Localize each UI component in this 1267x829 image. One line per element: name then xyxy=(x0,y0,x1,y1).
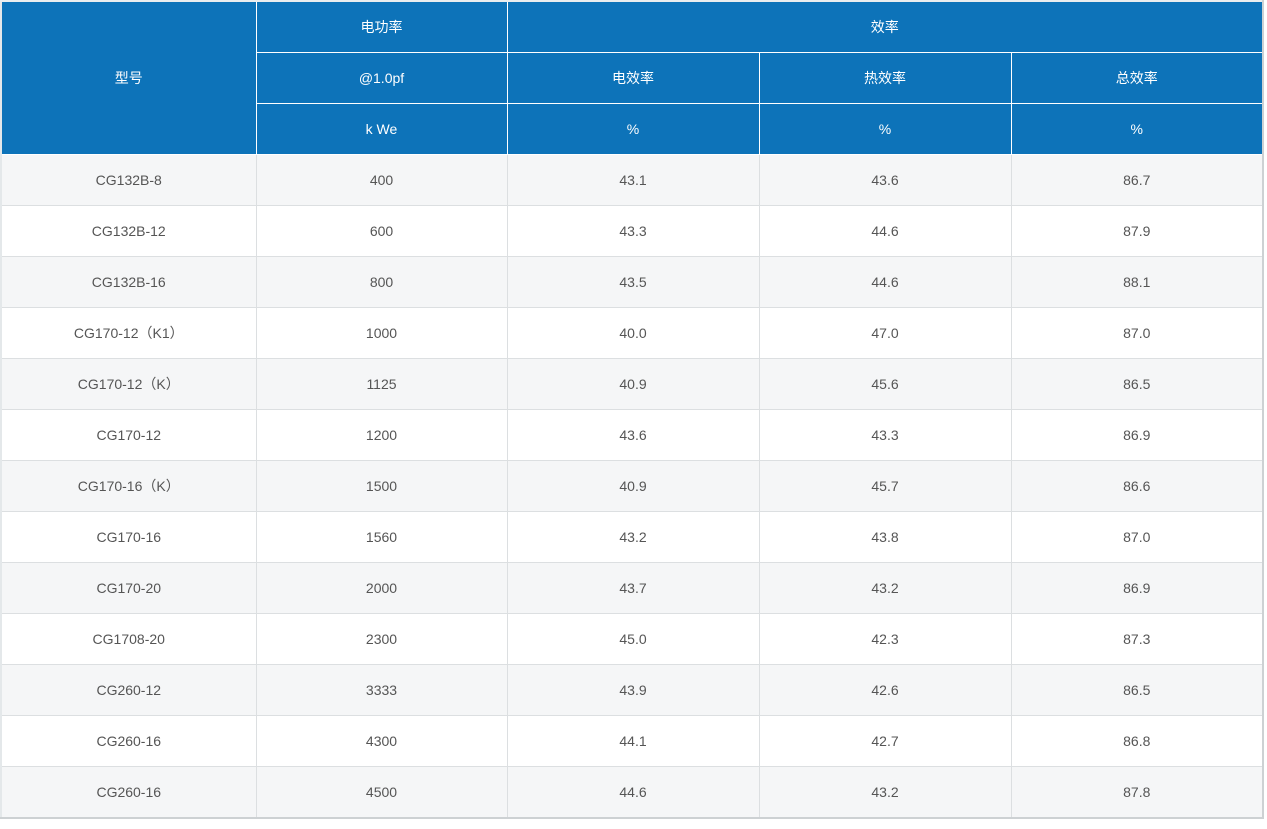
header-thermal-efficiency-unit: % xyxy=(758,103,1012,155)
header-row-3: k We % % % xyxy=(1,103,1264,155)
value-cell: 1560 xyxy=(255,511,508,563)
value-cell: 43.6 xyxy=(506,409,760,461)
value-cell: 44.6 xyxy=(758,256,1012,308)
value-cell: 4500 xyxy=(255,766,508,819)
value-cell: 600 xyxy=(255,205,508,257)
header-row-1: 型号 电功率 效率 xyxy=(0,0,1264,155)
value-cell: 44.6 xyxy=(758,205,1012,257)
table-row: CG132B-12 600 43.3 44.6 87.9 xyxy=(0,205,1264,257)
value-cell: 45.6 xyxy=(758,358,1012,410)
model-cell: CG260-16 xyxy=(0,715,257,767)
value-cell: 43.3 xyxy=(758,409,1012,461)
value-cell: 87.3 xyxy=(1010,613,1264,665)
value-cell: 86.9 xyxy=(1010,409,1264,461)
model-cell: CG132B-12 xyxy=(0,205,257,257)
header-power-condition: @1.0pf xyxy=(255,52,508,104)
value-cell: 87.0 xyxy=(1010,511,1264,563)
model-cell: CG170-16 xyxy=(0,511,257,563)
value-cell: 86.5 xyxy=(1010,664,1264,716)
table-row: CG170-12 1200 43.6 43.3 86.9 xyxy=(0,409,1264,461)
value-cell: 800 xyxy=(255,256,508,308)
value-cell: 43.2 xyxy=(758,766,1012,819)
value-cell: 86.7 xyxy=(1010,154,1264,206)
model-cell: CG170-12（K） xyxy=(0,358,257,410)
value-cell: 1000 xyxy=(255,307,508,359)
model-cell: CG170-20 xyxy=(0,562,257,614)
table-body: CG132B-8 400 43.1 43.6 86.7 CG132B-12 600 43.3 4… xyxy=(0,154,1264,819)
value-cell: 47.0 xyxy=(758,307,1012,359)
model-cell: CG132B-16 xyxy=(0,256,257,308)
value-cell: 43.9 xyxy=(506,664,760,716)
value-cell: 4300 xyxy=(255,715,508,767)
value-cell: 43.2 xyxy=(758,562,1012,614)
value-cell: 43.6 xyxy=(758,154,1012,206)
value-cell: 42.3 xyxy=(758,613,1012,665)
value-cell: 43.3 xyxy=(506,205,760,257)
value-cell: 42.7 xyxy=(758,715,1012,767)
table-row: CG170-20 2000 43.7 43.2 86.9 xyxy=(0,562,1264,614)
model-cell: CG132B-8 xyxy=(0,154,257,206)
value-cell: 43.5 xyxy=(506,256,760,308)
value-cell: 45.0 xyxy=(506,613,760,665)
header-electric-power: 电功率 xyxy=(255,0,508,53)
value-cell: 1125 xyxy=(255,358,508,410)
value-cell: 1500 xyxy=(255,460,508,512)
value-cell: 3333 xyxy=(255,664,508,716)
value-cell: 43.8 xyxy=(758,511,1012,563)
table-row: CG260-12 3333 43.9 42.6 86.5 xyxy=(0,664,1264,716)
value-cell: 44.6 xyxy=(506,766,760,819)
value-cell: 45.7 xyxy=(758,460,1012,512)
model-cell: CG260-12 xyxy=(0,664,257,716)
header-power-unit: k We xyxy=(255,103,508,155)
header-total-efficiency: 总效率 xyxy=(1010,52,1264,104)
model-cell: CG1708-20 xyxy=(0,613,257,665)
table-row: CG1708-20 2300 45.0 42.3 87.3 xyxy=(0,613,1264,665)
table-row: CG170-16（K） 1500 40.9 45.7 86.6 xyxy=(0,460,1264,512)
table-row: CG170-12（K1） 1000 40.0 47.0 87.0 xyxy=(0,307,1264,359)
model-cell: CG170-16（K） xyxy=(0,460,257,512)
model-cell: CG170-12（K1） xyxy=(0,307,257,359)
value-cell: 1200 xyxy=(255,409,508,461)
value-cell: 88.1 xyxy=(1010,256,1264,308)
header-row-2: @1.0pf 电效率 热效率 总效率 xyxy=(1,52,1264,104)
table-row: CG260-16 4500 44.6 43.2 87.8 xyxy=(0,766,1264,819)
header-thermal-efficiency: 热效率 xyxy=(758,52,1012,104)
value-cell: 43.1 xyxy=(506,154,760,206)
header-model: 型号 xyxy=(0,0,257,155)
model-cell: CG170-12 xyxy=(0,409,257,461)
value-cell: 2300 xyxy=(255,613,508,665)
value-cell: 43.2 xyxy=(506,511,760,563)
value-cell: 43.7 xyxy=(506,562,760,614)
value-cell: 40.9 xyxy=(506,358,760,410)
table-row: CG170-12（K） 1125 40.9 45.6 86.5 xyxy=(0,358,1264,410)
value-cell: 40.0 xyxy=(506,307,760,359)
value-cell: 2000 xyxy=(255,562,508,614)
value-cell: 40.9 xyxy=(506,460,760,512)
value-cell: 42.6 xyxy=(758,664,1012,716)
table-row: CG132B-8 400 43.1 43.6 86.7 xyxy=(0,154,1264,206)
table-row: CG260-16 4300 44.1 42.7 86.8 xyxy=(0,715,1264,767)
header-total-efficiency-unit: % xyxy=(1010,103,1264,155)
value-cell: 86.8 xyxy=(1010,715,1264,767)
table-row: CG170-16 1560 43.2 43.8 87.0 xyxy=(0,511,1264,563)
header-efficiency-group: 效率 xyxy=(506,0,1264,53)
value-cell: 400 xyxy=(255,154,508,206)
value-cell: 87.0 xyxy=(1010,307,1264,359)
value-cell: 86.6 xyxy=(1010,460,1264,512)
table-header: 型号 电功率 效率 @1.0pf 电效率 热效率 总效率 k We % % % xyxy=(0,0,1264,155)
value-cell: 44.1 xyxy=(506,715,760,767)
table-row: CG132B-16 800 43.5 44.6 88.1 xyxy=(0,256,1264,308)
model-cell: CG260-16 xyxy=(0,766,257,819)
value-cell: 86.9 xyxy=(1010,562,1264,614)
value-cell: 87.8 xyxy=(1010,766,1264,819)
header-electrical-efficiency: 电效率 xyxy=(506,52,760,104)
value-cell: 87.9 xyxy=(1010,205,1264,257)
header-electrical-efficiency-unit: % xyxy=(506,103,760,155)
value-cell: 86.5 xyxy=(1010,358,1264,410)
